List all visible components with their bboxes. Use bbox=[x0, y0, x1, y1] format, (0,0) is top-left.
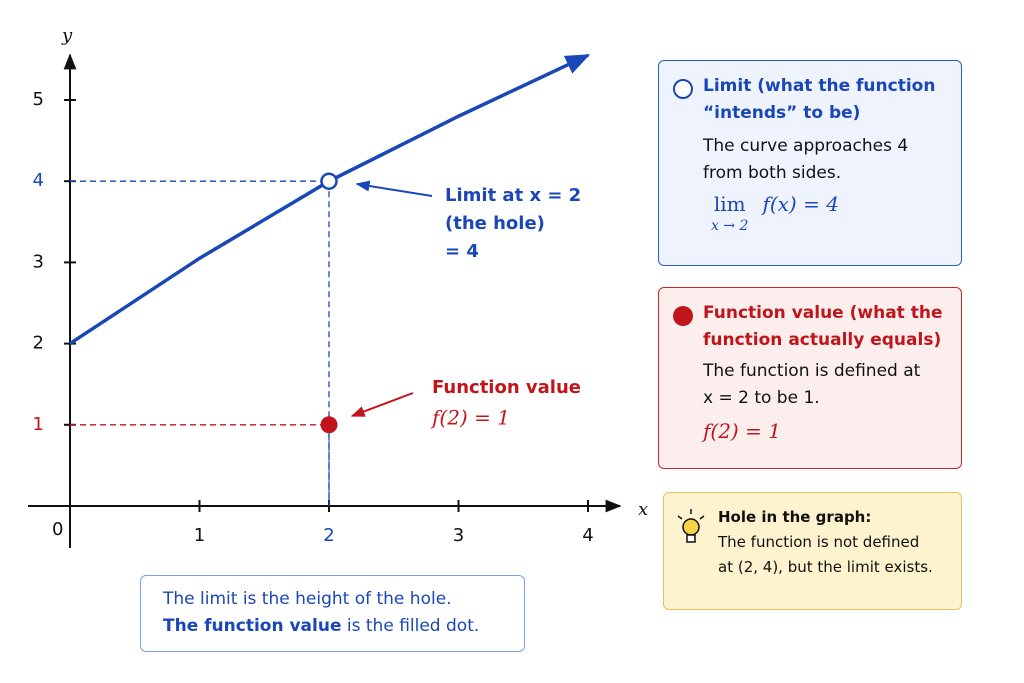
hole-icon bbox=[673, 79, 693, 99]
x-tick-label: 2 bbox=[323, 525, 334, 546]
value-body: The function is defined at x = 2 to be 1. bbox=[673, 358, 947, 412]
dot-icon bbox=[673, 306, 693, 326]
line: The curve approaches 4 bbox=[703, 136, 909, 156]
line: Limit (what the function bbox=[703, 76, 936, 96]
y-tick-label: 4 bbox=[33, 170, 44, 191]
y-tick-label: 1 bbox=[33, 414, 44, 435]
note-line: The limit is the height of the hole. bbox=[163, 589, 452, 609]
x-axis-label: x bbox=[638, 499, 648, 520]
limit-body: The curve approaches 4 from both sides. bbox=[673, 133, 947, 187]
line: x = 2 to be 1. bbox=[703, 388, 820, 408]
y-tick-label: 5 bbox=[33, 89, 44, 110]
hint-panel: Hole in the graph: The function is not d… bbox=[663, 492, 962, 610]
note-line: The function value is the filled dot. bbox=[163, 613, 502, 640]
lim: lim x → 2 bbox=[711, 193, 748, 237]
note-box: The limit is the height of the hole. The… bbox=[140, 575, 525, 652]
filled-point bbox=[320, 416, 338, 434]
value-title: Function value (what the function actuall… bbox=[673, 300, 947, 354]
hole-label: (the hole) bbox=[445, 213, 545, 234]
lim-sub: x → 2 bbox=[711, 218, 749, 234]
lim-word: lim bbox=[713, 192, 746, 216]
limit-formula: lim x → 2 f(x) = 4 bbox=[673, 193, 947, 237]
y-tick-label: 2 bbox=[33, 333, 44, 354]
y-tick-label: 3 bbox=[33, 251, 44, 272]
line: The function is not defined bbox=[718, 533, 920, 551]
point-pointer bbox=[350, 392, 414, 417]
line: “intends” to be) bbox=[703, 103, 861, 123]
hole-label: Limit at x = 2 bbox=[445, 185, 581, 206]
bulb-icon bbox=[677, 509, 705, 543]
hint-title: Hole in the graph: bbox=[718, 508, 872, 526]
limit-title: Limit (what the function “intends” to be) bbox=[673, 73, 947, 127]
hole-pointer bbox=[355, 180, 433, 197]
x-tick-label: 1 bbox=[194, 525, 205, 546]
point-label: Function value bbox=[432, 377, 581, 398]
note-rest: is the filled dot. bbox=[341, 616, 480, 636]
line: The function is defined at bbox=[703, 361, 921, 381]
limit-panel: Limit (what the function “intends” to be)… bbox=[658, 60, 962, 266]
y-axis-label: y bbox=[61, 25, 73, 46]
note-bold: The function value bbox=[163, 616, 342, 636]
line: function actually equals) bbox=[703, 330, 942, 350]
line: at (2, 4), but the limit exists. bbox=[718, 558, 933, 576]
hint-text: Hole in the graph: The function is not d… bbox=[678, 505, 947, 580]
hole bbox=[320, 172, 338, 190]
line: from both sides. bbox=[703, 163, 842, 183]
line: Function value (what the bbox=[703, 303, 943, 323]
formula: f(2) = 1 bbox=[703, 419, 781, 443]
x-tick-label: 4 bbox=[582, 525, 593, 546]
origin-label: 0 bbox=[52, 519, 63, 540]
x-tick-label: 3 bbox=[453, 525, 464, 546]
formula: f(x) = 4 bbox=[762, 192, 839, 216]
value-panel: Function value (what the function actuall… bbox=[658, 287, 962, 469]
point-label: f(2) = 1 bbox=[430, 406, 510, 430]
hole-label: = 4 bbox=[445, 241, 479, 262]
